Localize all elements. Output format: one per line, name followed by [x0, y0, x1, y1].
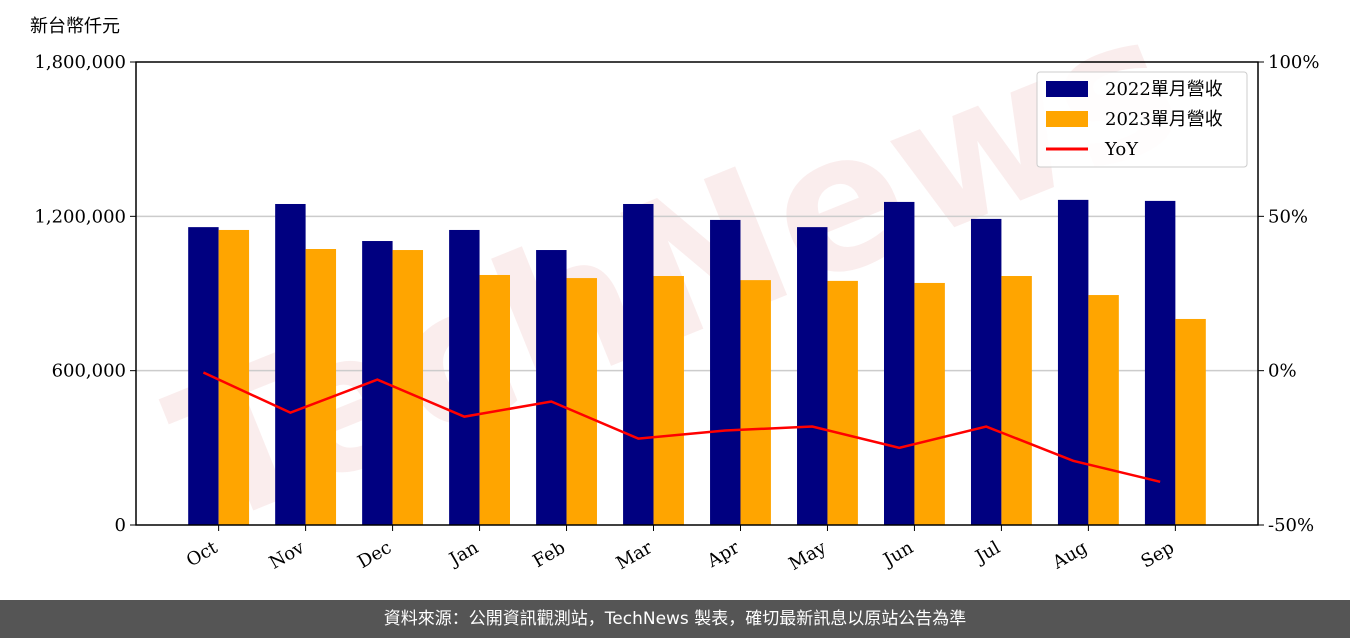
y-axis-label: 新台幣仟元	[30, 16, 120, 37]
bar	[1057, 199, 1089, 526]
bar	[1144, 200, 1176, 525]
line	[202, 371, 1161, 484]
y2-tick-label: 100%	[1268, 52, 1319, 73]
x-tick-label: Feb	[529, 537, 569, 572]
chart: 新台幣仟元 TechNews0600,0001,200,0001,800,000…	[30, 0, 1319, 575]
bar	[827, 280, 858, 525]
bar	[479, 274, 510, 525]
x-tick-label: Jan	[444, 537, 482, 571]
plot-frame	[135, 61, 1259, 526]
bar	[566, 278, 597, 525]
bar	[653, 276, 684, 525]
bar	[884, 201, 915, 525]
bar	[275, 203, 306, 525]
y2-tick-label: -50%	[1268, 515, 1314, 536]
bar	[1001, 276, 1032, 525]
x-tick-label: Jun	[878, 537, 917, 572]
legend-label: 2022單月營收	[1105, 79, 1223, 100]
bar	[1175, 318, 1206, 525]
x-tick-label: Aug	[1048, 537, 1091, 574]
bar	[218, 229, 250, 525]
bar	[914, 282, 945, 525]
bar	[1088, 295, 1119, 525]
bar	[623, 203, 654, 525]
legend-swatch	[1046, 111, 1088, 127]
x-tick-label: Apr	[703, 537, 743, 572]
x-tick-label: May	[785, 537, 830, 575]
x-tick-label: Dec	[354, 537, 395, 573]
legend-label: YoY	[1104, 139, 1139, 160]
y-tick-label: 600,000	[52, 361, 126, 382]
y-tick-label: 1,800,000	[34, 52, 126, 73]
y2-tick-label: 50%	[1268, 206, 1308, 227]
x-tick-label: Sep	[1137, 537, 1177, 572]
bar	[797, 227, 828, 526]
x-tick-label: Jul	[970, 537, 1004, 569]
bar	[740, 280, 771, 525]
footer: 資料來源：公開資訊觀測站，TechNews 製表，確切最新訊息以原站公告為準	[0, 600, 1350, 638]
y2-tick-label: 0%	[1268, 361, 1297, 382]
y-tick-label: 0	[115, 515, 126, 536]
y-tick-label: 1,200,000	[34, 206, 126, 227]
bar	[710, 219, 741, 525]
legend-swatch	[1046, 81, 1088, 97]
bar	[305, 249, 337, 525]
bar	[449, 229, 480, 525]
bar	[536, 250, 567, 525]
legend-label: 2023單月營收	[1105, 109, 1223, 130]
legend-box	[1036, 71, 1248, 168]
x-tick-label: Mar	[613, 537, 657, 574]
bar	[970, 218, 1002, 525]
